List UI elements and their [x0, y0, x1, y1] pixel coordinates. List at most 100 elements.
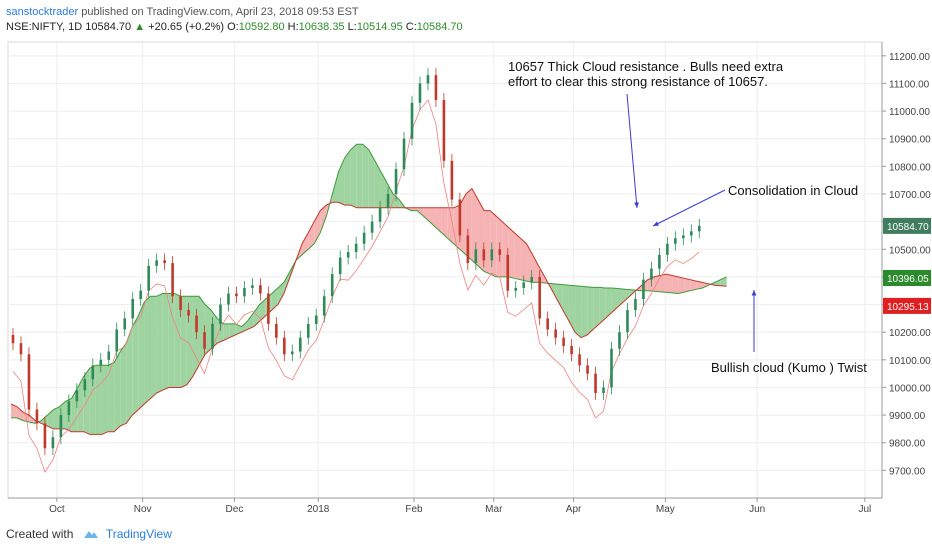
candle-body	[275, 323, 278, 338]
price-tag-label: 10295.13	[887, 302, 929, 313]
price-tag-last	[883, 217, 931, 234]
candle-body	[450, 160, 454, 200]
cloud-segment-bearish	[417, 207, 424, 217]
candle-body	[283, 337, 286, 355]
candle-body	[43, 423, 47, 449]
y-tick-label: 10200.00	[889, 328, 931, 339]
candle-body	[91, 365, 95, 380]
resistance-arrow-head	[634, 202, 639, 208]
candle-body	[626, 310, 629, 333]
cloud-segment-bullish	[259, 299, 266, 322]
price-tag-red	[883, 297, 931, 314]
candle-body	[27, 354, 31, 410]
tradingview-link[interactable]: TradingView	[105, 527, 172, 541]
candle-body	[666, 243, 669, 255]
cloud-segment-bearish	[441, 207, 448, 239]
candle-body	[610, 348, 613, 388]
candle-body	[522, 282, 526, 288]
candle-body	[67, 401, 71, 416]
candle-body	[594, 373, 597, 393]
chart-axes: 9700.00 9800.00 9900.00 10000.00 10100.00 102…	[8, 42, 931, 515]
candle-body	[187, 310, 190, 316]
candle-body	[402, 138, 406, 170]
candle-body	[642, 279, 645, 300]
cloud-segment-bullish	[89, 365, 96, 435]
cloud-segment-bearish	[684, 278, 691, 293]
candle-body	[227, 293, 230, 305]
cloud-segment-bearish	[665, 274, 673, 293]
x-tick-label: Nov	[134, 504, 152, 515]
cloud-segment-bullish	[605, 287, 612, 319]
low-value: 10514.95	[356, 21, 403, 33]
cloud-segment-bearish	[320, 205, 327, 233]
candle-body	[338, 257, 342, 275]
y-tick-label: 9800.00	[889, 439, 926, 450]
cloud-segment-bullish	[623, 289, 630, 302]
cloud-segment-bullish	[229, 323, 236, 338]
candle-body	[362, 232, 366, 244]
candle-body	[386, 194, 390, 208]
y-tick-label: 11200.00	[889, 52, 930, 63]
candle-body	[51, 437, 55, 449]
candle-body	[83, 379, 87, 391]
cloud-segment-bullish	[593, 287, 600, 330]
cloud-segment-bullish	[101, 365, 109, 435]
candle-body	[155, 260, 158, 266]
symbol-info: NSE:NIFTY, 1D 10584.70 ▲ +20.65 (+0.2%) …	[6, 21, 463, 33]
candle-body	[251, 285, 254, 288]
cloud-segment-bearish	[435, 207, 442, 233]
candle-body	[426, 75, 430, 84]
candle-body	[650, 268, 653, 280]
cloud-segment-bullish	[271, 287, 278, 311]
price-chart[interactable]: 9700.00 9800.00 9900.00 10000.00 10100.00 102…	[0, 0, 932, 520]
candle-body	[602, 387, 605, 393]
candle-body	[658, 254, 661, 269]
candle-body	[195, 315, 198, 333]
cloud-segment-bearish	[314, 210, 321, 244]
cloud-segment-bullish	[144, 296, 151, 405]
author-link[interactable]: sanstocktrader	[6, 6, 79, 18]
cloud-segment-bullish	[374, 160, 381, 208]
candle-body	[554, 329, 557, 338]
change-arrow-icon: ▲	[134, 21, 146, 33]
cloud-segment-bullish	[350, 144, 357, 208]
candle-body	[115, 329, 119, 352]
candle-body	[586, 365, 589, 374]
twist-annotation: Bullish cloud (Kumo ) Twist	[711, 360, 867, 375]
candle-body	[546, 318, 549, 330]
cloud-segment-bullish	[156, 293, 163, 393]
x-tick-label: Feb	[405, 504, 423, 515]
y-tick-label: 10100.00	[889, 356, 931, 367]
resistance-arrow	[626, 93, 638, 209]
candle-body	[131, 299, 134, 319]
x-tick-label: May	[656, 504, 675, 515]
candle-body	[674, 238, 677, 244]
cloud-segment-bullish	[332, 171, 339, 203]
cloud-segment-bearish	[544, 276, 551, 288]
cloud-segment-bearish	[678, 276, 685, 294]
candle-body	[75, 390, 79, 402]
candle-body	[570, 346, 573, 355]
publish-text: published on TradingView.com, April 23, …	[81, 6, 359, 18]
cloud-segment-bullish	[247, 312, 254, 330]
candle-body	[59, 415, 63, 438]
cloud-segment-bullish	[192, 296, 200, 377]
cloud-segment-bullish	[77, 376, 84, 432]
candle-body	[306, 323, 310, 338]
candle-body	[690, 231, 693, 236]
x-tick-label: Jul	[858, 504, 871, 515]
open-label: O:	[227, 21, 239, 33]
resistance-line1: 10657 Thick Cloud resistance . Bulls nee…	[508, 59, 784, 74]
cloud-segment-bearish	[690, 279, 697, 291]
candle-body	[11, 334, 15, 344]
price-tag-label: 10396.05	[887, 274, 929, 285]
candle-body	[163, 260, 166, 264]
y-tick-label: 10900.00	[889, 135, 931, 146]
candle-body	[394, 169, 398, 194]
candle-body	[330, 274, 334, 297]
candle-body	[203, 332, 206, 349]
cloud-segment-bullish	[277, 282, 284, 305]
cloud-segment-bearish	[484, 210, 491, 275]
x-tick-label: Oct	[49, 504, 65, 515]
candle-body	[35, 409, 39, 424]
